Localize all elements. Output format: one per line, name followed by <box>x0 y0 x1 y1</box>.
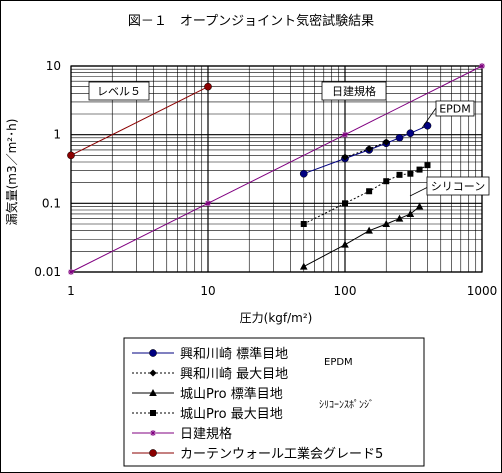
legend-item-0: 興和川崎 標準目地 EPDM <box>132 346 353 368</box>
series-3 <box>300 162 431 228</box>
series-line <box>70 86 209 156</box>
legend-label: 興和川崎 最大目地 <box>180 367 288 382</box>
data-point <box>68 269 74 275</box>
data-point <box>406 129 415 138</box>
x-tick-label: 10 <box>200 284 215 298</box>
y-tick-label: 0.1 <box>42 196 61 210</box>
data-point <box>479 63 485 69</box>
series-line <box>303 164 428 225</box>
data-point <box>382 138 390 146</box>
data-point <box>382 220 391 228</box>
data-point <box>341 153 349 161</box>
data-point <box>204 82 212 91</box>
annotation-text: レベル５ <box>97 85 141 98</box>
series-2 <box>299 202 424 270</box>
legend-swatch-marker <box>150 430 156 436</box>
legend-swatch-marker <box>149 369 157 377</box>
data-point <box>383 178 390 185</box>
data-point <box>299 262 308 270</box>
y-tick-label: 10 <box>46 59 61 73</box>
legend-swatch-marker <box>149 349 157 357</box>
legend-item-1: 興和川崎 最大目地 <box>132 367 288 382</box>
x-axis-label: 圧力(kgf/m²) <box>240 311 313 325</box>
data-point <box>415 202 424 210</box>
data-point <box>406 209 415 217</box>
legend-swatch-marker <box>149 449 157 457</box>
legend-item-3: 城山Pro 最大目地 <box>132 407 283 422</box>
chart-title: 図－１ オープンジョイント気密試験結果 <box>128 13 374 29</box>
data-point <box>407 170 414 177</box>
data-point <box>342 131 348 138</box>
legend-label: 興和川崎 標準目地 <box>180 346 288 362</box>
series-5 <box>67 82 212 160</box>
data-point <box>67 151 75 160</box>
data-point <box>205 200 211 207</box>
data-point <box>365 145 373 153</box>
series-4 <box>68 63 485 275</box>
annotation-box <box>435 100 475 117</box>
data-point <box>342 200 348 207</box>
legend-note: EPDM <box>324 357 353 368</box>
legend-item-2: 城山Pro 標準目地 ｼﾘｺｰﾝｽﾎﾟﾝｼﾞ <box>132 386 374 411</box>
series-line <box>303 206 420 268</box>
data-point <box>396 171 403 178</box>
annotation-box <box>321 81 387 101</box>
series-line <box>70 65 483 273</box>
data-point <box>341 240 349 248</box>
plot-border <box>70 65 483 273</box>
legend-box <box>123 337 425 467</box>
legend-item-5: カーテンウォール工業会グレード5 <box>132 446 383 462</box>
data-point <box>365 226 373 234</box>
legend-swatch-marker <box>149 389 157 396</box>
annotation-0: レベル５ <box>88 81 150 101</box>
annotation-text: EPDM <box>439 103 471 116</box>
legend-label: 日建規格 <box>180 426 232 442</box>
data-point <box>395 214 404 222</box>
series-1 <box>341 138 390 161</box>
data-point <box>300 221 307 228</box>
legend-note: ｼﾘｺｰﾝｽﾎﾟﾝｼﾞ <box>319 399 374 411</box>
y-axis-label: 漏気量(m3／m²･h) <box>4 119 19 226</box>
annotation-2: EPDM <box>421 100 475 129</box>
legend-label: 城山Pro 標準目地 <box>180 386 283 402</box>
legend-label: 城山Pro 最大目地 <box>180 407 283 422</box>
data-point <box>299 169 308 178</box>
annotation-box <box>426 176 490 196</box>
data-point <box>366 188 373 195</box>
y-tick-label: 0.01 <box>34 265 61 279</box>
annotation-1: 日建規格 <box>321 81 387 101</box>
annotation-box <box>88 81 150 101</box>
data-point <box>424 162 431 169</box>
annotation-leader <box>421 107 437 129</box>
x-tick-label: 1 <box>67 284 75 298</box>
legend-swatch-marker <box>150 410 156 416</box>
legend-label: カーテンウォール工業会グレード5 <box>180 446 383 462</box>
data-point <box>416 166 423 173</box>
annotation-text: 日建規格 <box>332 84 376 98</box>
x-tick-label: 1000 <box>467 284 498 298</box>
y-tick-label: 1 <box>53 128 61 142</box>
annotation-3: シリコーン <box>409 176 490 197</box>
data-point <box>395 133 404 142</box>
legend-item-4: 日建規格 <box>132 426 232 442</box>
annotation-text: シリコーン <box>431 180 485 193</box>
x-tick-label: 100 <box>334 284 357 298</box>
